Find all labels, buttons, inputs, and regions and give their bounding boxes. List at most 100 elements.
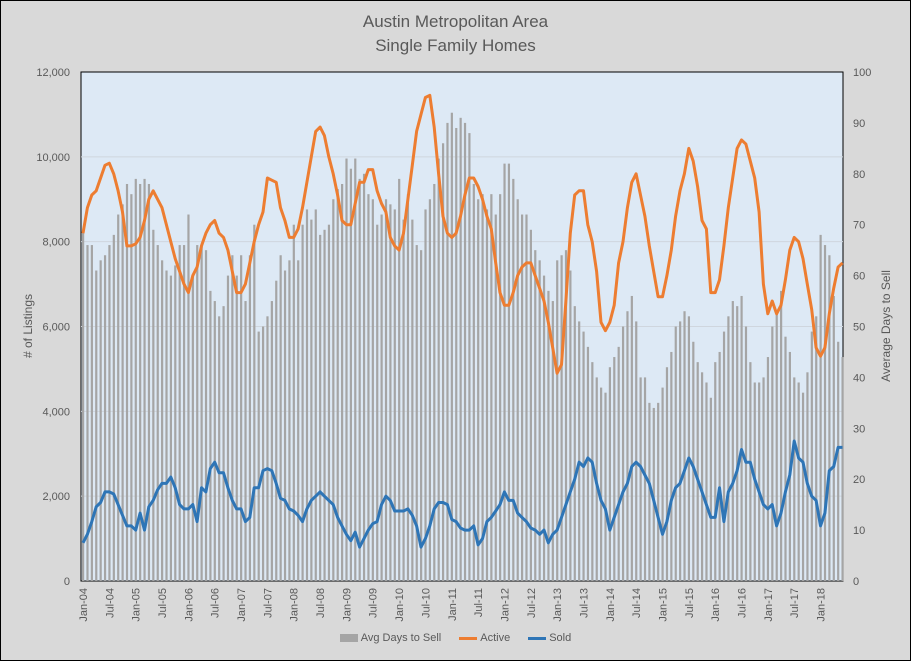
x-tick-label: Jan-10 bbox=[394, 588, 406, 622]
x-tick-label: Jan-09 bbox=[341, 588, 353, 622]
x-tick-label: Jul-15 bbox=[684, 588, 696, 618]
x-tick-label: Jul-06 bbox=[210, 588, 222, 618]
x-tick-label: Jul-14 bbox=[631, 588, 643, 618]
bar-days-to-sell bbox=[305, 209, 309, 581]
bar-days-to-sell bbox=[244, 301, 247, 581]
bar-days-to-sell bbox=[99, 260, 102, 581]
bar-days-to-sell bbox=[248, 255, 252, 582]
chart-subtitle: Single Family Homes bbox=[375, 36, 536, 55]
x-tick-label: Jan-11 bbox=[447, 588, 459, 621]
bar-days-to-sell bbox=[275, 280, 278, 581]
bar-days-to-sell bbox=[758, 382, 761, 581]
bar-days-to-sell bbox=[279, 255, 282, 582]
bar-days-to-sell bbox=[793, 377, 796, 581]
bar-days-to-sell bbox=[213, 301, 216, 581]
y-tick-label: 0 bbox=[64, 576, 70, 588]
x-tick-label: Jan-13 bbox=[552, 588, 564, 622]
bar-days-to-sell bbox=[398, 178, 401, 581]
bar-days-to-sell bbox=[463, 122, 467, 582]
x-tick-label: Jul-10 bbox=[420, 588, 432, 618]
bar-days-to-sell bbox=[731, 301, 734, 581]
bar-days-to-sell bbox=[696, 362, 699, 581]
bar-days-to-sell bbox=[784, 336, 787, 581]
bar-days-to-sell bbox=[652, 407, 655, 581]
bar-days-to-sell bbox=[402, 219, 405, 582]
bar-days-to-sell bbox=[125, 183, 129, 582]
bar-days-to-sell bbox=[82, 229, 85, 582]
bar-days-to-sell bbox=[670, 351, 673, 581]
bar-days-to-sell bbox=[665, 367, 669, 581]
bar-days-to-sell bbox=[718, 351, 721, 581]
legend-swatch-sold bbox=[528, 636, 547, 640]
bar-days-to-sell bbox=[775, 311, 778, 581]
y-tick-label: 2,000 bbox=[42, 491, 70, 503]
bar-days-to-sell bbox=[740, 295, 743, 581]
y2-tick-label: 80 bbox=[853, 169, 865, 181]
bar-days-to-sell bbox=[90, 245, 93, 581]
bar-days-to-sell bbox=[727, 316, 730, 581]
bar-days-to-sell bbox=[222, 306, 225, 581]
bar-days-to-sell bbox=[354, 158, 357, 581]
bar-days-to-sell bbox=[472, 183, 475, 582]
bar-days-to-sell bbox=[626, 311, 629, 581]
y-tick-label: 6,000 bbox=[42, 322, 70, 334]
bar-days-to-sell bbox=[362, 173, 366, 582]
x-tick-label: Jan-18 bbox=[816, 588, 828, 622]
bar-days-to-sell bbox=[95, 270, 98, 581]
legend-item-sold: Sold bbox=[528, 632, 571, 644]
bar-days-to-sell bbox=[692, 341, 695, 581]
bar-days-to-sell bbox=[823, 245, 827, 581]
bar-days-to-sell bbox=[371, 199, 374, 581]
bar-days-to-sell bbox=[112, 234, 115, 581]
bar-days-to-sell bbox=[376, 224, 379, 581]
bar-days-to-sell bbox=[661, 387, 664, 581]
bar-days-to-sell bbox=[674, 326, 677, 581]
x-tick-label: Jan-05 bbox=[131, 588, 143, 622]
bar-days-to-sell bbox=[766, 357, 770, 581]
bar-days-to-sell bbox=[314, 209, 317, 581]
x-tick-label: Jan-06 bbox=[183, 588, 195, 622]
bar-days-to-sell bbox=[384, 199, 388, 581]
bar-days-to-sell bbox=[819, 234, 822, 581]
bar-days-to-sell bbox=[450, 112, 453, 581]
bar-days-to-sell bbox=[499, 194, 502, 581]
bar-days-to-sell bbox=[292, 224, 295, 581]
bar-days-to-sell bbox=[679, 321, 682, 581]
bar-days-to-sell bbox=[367, 194, 370, 581]
bar-days-to-sell bbox=[762, 377, 765, 581]
bar-days-to-sell bbox=[209, 290, 212, 581]
x-tick-label: Jul-16 bbox=[737, 588, 749, 618]
bar-days-to-sell bbox=[600, 387, 603, 581]
bar-days-to-sell bbox=[490, 194, 493, 581]
bar-days-to-sell bbox=[455, 127, 458, 582]
bar-days-to-sell bbox=[582, 331, 585, 581]
bar-days-to-sell bbox=[542, 275, 546, 581]
bar-days-to-sell bbox=[86, 245, 89, 581]
bar-days-to-sell bbox=[327, 224, 331, 581]
y2-tick-label: 10 bbox=[853, 525, 865, 537]
y2-tick-label: 70 bbox=[853, 220, 865, 232]
bar-days-to-sell bbox=[534, 250, 537, 581]
bar-days-to-sell bbox=[521, 214, 524, 581]
bar-days-to-sell bbox=[420, 250, 423, 581]
bar-days-to-sell bbox=[569, 270, 572, 581]
bar-days-to-sell bbox=[538, 260, 541, 581]
bar-days-to-sell bbox=[828, 255, 831, 582]
x-tick-label: Jan-16 bbox=[710, 588, 722, 622]
x-tick-label: Jul-05 bbox=[157, 588, 169, 618]
bar-days-to-sell bbox=[564, 250, 568, 581]
bar-days-to-sell bbox=[441, 143, 445, 581]
bar-days-to-sell bbox=[358, 178, 361, 581]
bar-days-to-sell bbox=[165, 270, 168, 581]
bar-days-to-sell bbox=[161, 260, 164, 581]
bar-days-to-sell bbox=[459, 117, 462, 581]
bar-days-to-sell bbox=[424, 209, 427, 581]
bar-days-to-sell bbox=[560, 255, 563, 582]
bar-days-to-sell bbox=[226, 275, 230, 581]
bar-days-to-sell bbox=[108, 245, 111, 581]
legend-swatch-days bbox=[339, 634, 358, 642]
x-tick-label: Jan-04 bbox=[78, 588, 90, 622]
bar-days-to-sell bbox=[433, 183, 436, 582]
y2-tick-label: 60 bbox=[853, 271, 865, 283]
